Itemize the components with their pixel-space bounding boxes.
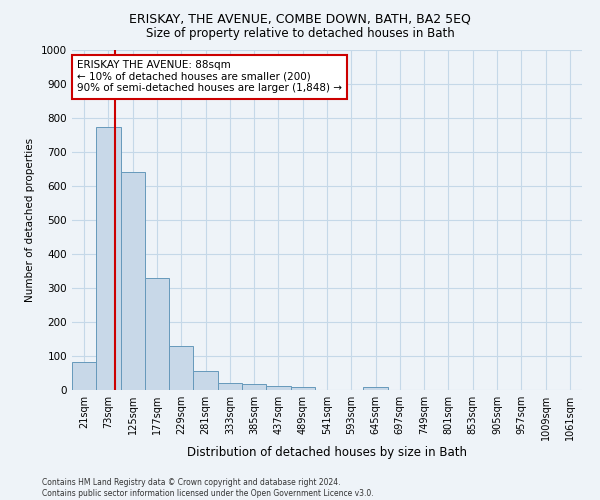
X-axis label: Distribution of detached houses by size in Bath: Distribution of detached houses by size …: [187, 446, 467, 458]
Text: ERISKAY, THE AVENUE, COMBE DOWN, BATH, BA2 5EQ: ERISKAY, THE AVENUE, COMBE DOWN, BATH, B…: [129, 12, 471, 26]
Bar: [290, 388, 315, 390]
Text: Contains HM Land Registry data © Crown copyright and database right 2024.
Contai: Contains HM Land Registry data © Crown c…: [42, 478, 374, 498]
Text: Size of property relative to detached houses in Bath: Size of property relative to detached ho…: [146, 28, 454, 40]
Text: ERISKAY THE AVENUE: 88sqm
← 10% of detached houses are smaller (200)
90% of semi: ERISKAY THE AVENUE: 88sqm ← 10% of detac…: [77, 60, 342, 94]
Bar: [96, 126, 121, 390]
Bar: [72, 362, 96, 390]
Bar: [193, 372, 218, 390]
Bar: [242, 384, 266, 390]
Bar: [169, 346, 193, 390]
Bar: [218, 382, 242, 390]
Bar: [266, 386, 290, 390]
Bar: [121, 172, 145, 390]
Bar: [364, 386, 388, 390]
Bar: [145, 278, 169, 390]
Y-axis label: Number of detached properties: Number of detached properties: [25, 138, 35, 302]
